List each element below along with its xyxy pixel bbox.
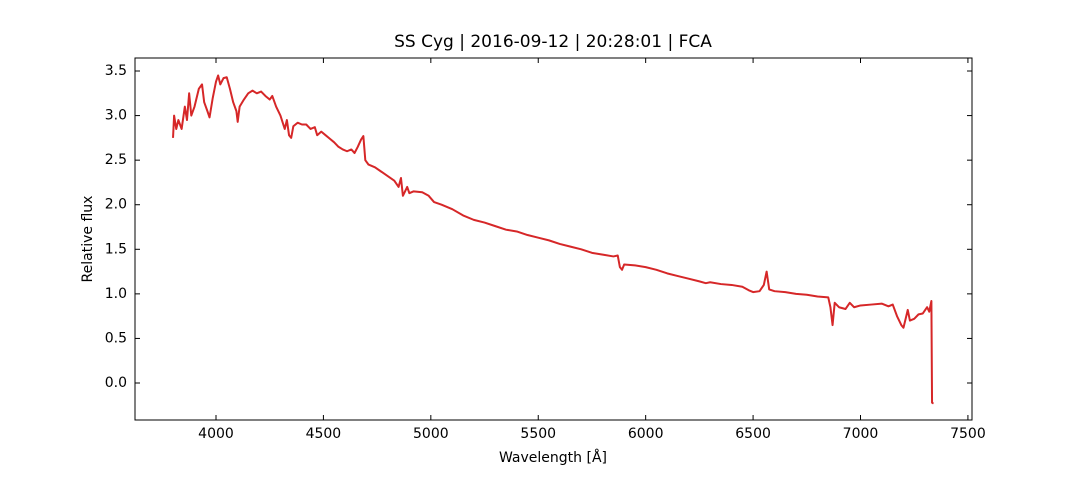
x-tick-label: 4500 xyxy=(306,426,342,442)
y-axis-label: Relative flux xyxy=(80,196,96,283)
y-tick-label: 1.0 xyxy=(105,286,127,302)
x-axis-label: Wavelength [Å] xyxy=(499,449,607,466)
x-tick-label: 5500 xyxy=(520,426,556,442)
y-tick-label: 2.0 xyxy=(105,197,127,213)
y-tick-label: 0.0 xyxy=(105,375,127,391)
x-tick-label: 6500 xyxy=(735,426,771,442)
y-tick-label: 0.5 xyxy=(105,330,127,346)
x-tick-label: 4000 xyxy=(198,426,234,442)
y-tick-label: 3.0 xyxy=(105,108,127,124)
spectrum-line xyxy=(172,74,935,405)
chart-title: SS Cyg | 2016-09-12 | 20:28:01 | FCA xyxy=(394,32,712,52)
plot-frame xyxy=(134,57,973,421)
x-tick-label: 7500 xyxy=(950,426,986,442)
y-tick-label: 3.5 xyxy=(105,63,127,79)
x-tick-label: 5000 xyxy=(413,426,449,442)
y-tick-label: 2.5 xyxy=(105,152,127,168)
y-tick-label: 1.5 xyxy=(105,241,127,257)
x-tick-label: 6000 xyxy=(628,426,664,442)
x-tick-label: 7000 xyxy=(843,426,879,442)
